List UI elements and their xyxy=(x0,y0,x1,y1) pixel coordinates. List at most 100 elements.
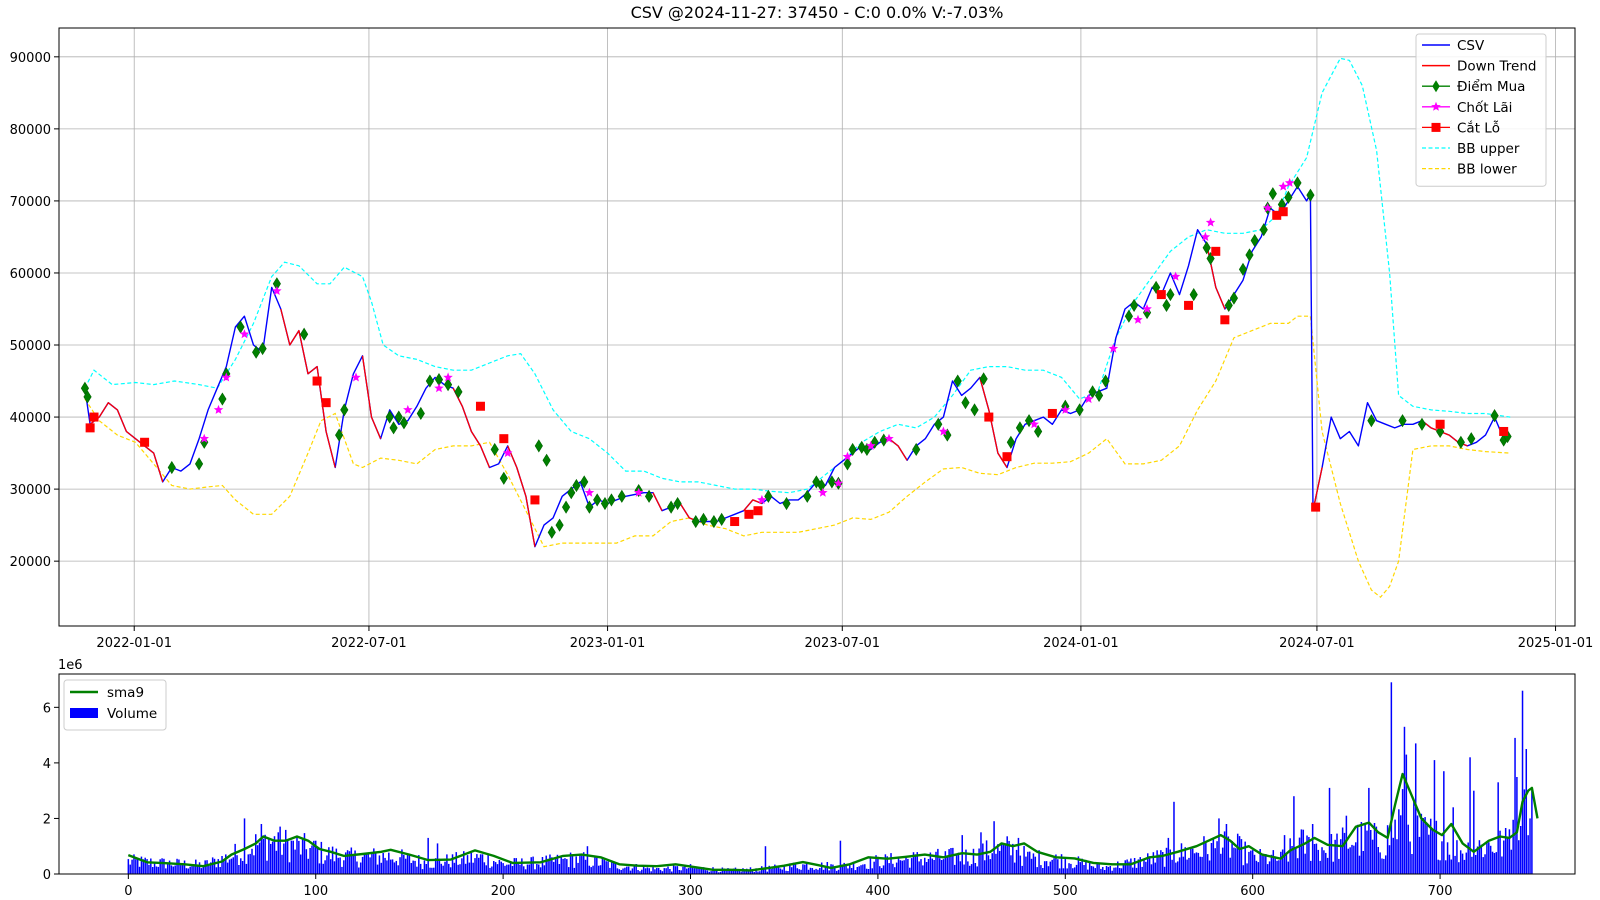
volume-bar xyxy=(1341,827,1344,874)
volume-bar xyxy=(444,861,446,874)
volume-bar xyxy=(1034,856,1037,874)
volume-bar xyxy=(1399,815,1402,874)
volume-bar xyxy=(397,865,399,874)
volume-bar xyxy=(1227,836,1230,874)
volume-bar xyxy=(466,855,469,874)
volume-bar xyxy=(781,869,784,874)
volume-bar xyxy=(395,860,398,874)
volume-bar xyxy=(1456,840,1458,874)
volume-bar xyxy=(755,868,757,874)
volume-bar xyxy=(717,872,720,874)
volume-bar xyxy=(654,869,656,874)
stop-loss-marker xyxy=(312,376,322,386)
volume-bar xyxy=(129,864,131,874)
buy-point-marker xyxy=(385,410,394,424)
volume-bar xyxy=(249,853,251,874)
volume-bar xyxy=(1429,818,1432,874)
volume-bar xyxy=(1017,837,1020,874)
volume-bar xyxy=(1403,726,1406,874)
buy-point-marker xyxy=(585,500,594,514)
volume-bar xyxy=(373,848,375,874)
volume-bar xyxy=(552,861,555,874)
volume-bar xyxy=(374,853,377,874)
volume-bar xyxy=(412,860,414,874)
volume-bar xyxy=(1135,867,1138,874)
down-trend-segment xyxy=(452,387,491,468)
buy-point-marker xyxy=(1124,309,1133,323)
volume-bar xyxy=(1235,848,1237,874)
volume-bar xyxy=(1124,860,1127,874)
volume-bar xyxy=(1317,849,1320,874)
volume-bar xyxy=(142,859,145,874)
take-profit-marker xyxy=(1170,271,1181,281)
volume-bar xyxy=(1369,830,1372,874)
price-y-tick-label: 60000 xyxy=(10,267,51,282)
price-legend-label: CSV xyxy=(1457,38,1485,54)
volume-bar xyxy=(768,865,770,874)
volume-axes-frame xyxy=(58,673,1576,875)
buy-point-marker xyxy=(593,493,602,507)
volume-bar xyxy=(1281,849,1284,874)
volume-bar xyxy=(1085,859,1087,874)
volume-bar xyxy=(775,865,778,874)
volume-bar xyxy=(1047,866,1050,874)
bb-lower-line xyxy=(84,315,1511,599)
volume-bar xyxy=(1263,854,1265,874)
buy-point-marker xyxy=(1238,262,1248,276)
volume-bar xyxy=(431,867,433,874)
volume-bar xyxy=(633,866,636,874)
volume-bar xyxy=(384,857,386,874)
volume-bar xyxy=(1340,839,1342,874)
volume-bar xyxy=(303,833,306,874)
volume-bar xyxy=(459,864,461,874)
volume-bar xyxy=(343,860,345,874)
volume-bar xyxy=(376,864,379,874)
volume-bar xyxy=(479,854,482,874)
volume-bar xyxy=(843,862,845,874)
take-profit-marker xyxy=(1200,231,1211,241)
stop-loss-marker xyxy=(730,517,740,527)
volume-bar xyxy=(637,870,639,874)
volume-bar xyxy=(897,857,900,874)
volume-bar xyxy=(153,861,156,874)
take-profit-marker xyxy=(351,372,361,382)
take-profit-marker xyxy=(938,426,949,436)
volume-bar xyxy=(727,868,729,874)
volume-bar xyxy=(1058,868,1061,874)
volume-bar xyxy=(1418,836,1421,874)
volume-legend-label: sma9 xyxy=(107,685,144,701)
volume-bar xyxy=(172,866,175,874)
volume-bar xyxy=(419,863,422,874)
volume-bar xyxy=(944,851,947,874)
volume-bar xyxy=(672,864,675,874)
volume-bar xyxy=(573,867,576,874)
buy-point-marker xyxy=(1250,233,1259,248)
volume-bar xyxy=(513,858,516,874)
price-legend-label: BB upper xyxy=(1457,141,1520,157)
volume-bar xyxy=(828,870,830,874)
volume-bar xyxy=(680,870,682,874)
volume-bar xyxy=(266,860,268,874)
stop-loss-marker xyxy=(1278,207,1288,217)
volume-bar xyxy=(1332,861,1335,874)
volume-bar xyxy=(1315,843,1318,874)
volume-bar xyxy=(569,852,572,874)
volume-bar xyxy=(772,867,774,874)
volume-bar xyxy=(997,844,999,874)
volume-bar xyxy=(616,868,619,874)
volume-axis-multiplier: 1e6 xyxy=(58,658,83,673)
buy-point-marker xyxy=(1034,424,1043,439)
volume-bar xyxy=(262,838,265,874)
volume-bar xyxy=(699,868,701,874)
volume-bar xyxy=(1148,857,1151,874)
stop-loss-marker xyxy=(753,506,763,516)
volume-bar xyxy=(1443,771,1445,874)
volume-bar xyxy=(783,865,785,874)
volume-bar xyxy=(582,852,585,874)
legend-square-icon xyxy=(1431,122,1441,132)
volume-bar xyxy=(1038,850,1040,874)
volume-bar xyxy=(1255,860,1258,874)
volume-bar xyxy=(622,868,624,874)
price-x-tick-label: 2024-01-01 xyxy=(1043,636,1119,651)
volume-bar xyxy=(995,853,997,874)
